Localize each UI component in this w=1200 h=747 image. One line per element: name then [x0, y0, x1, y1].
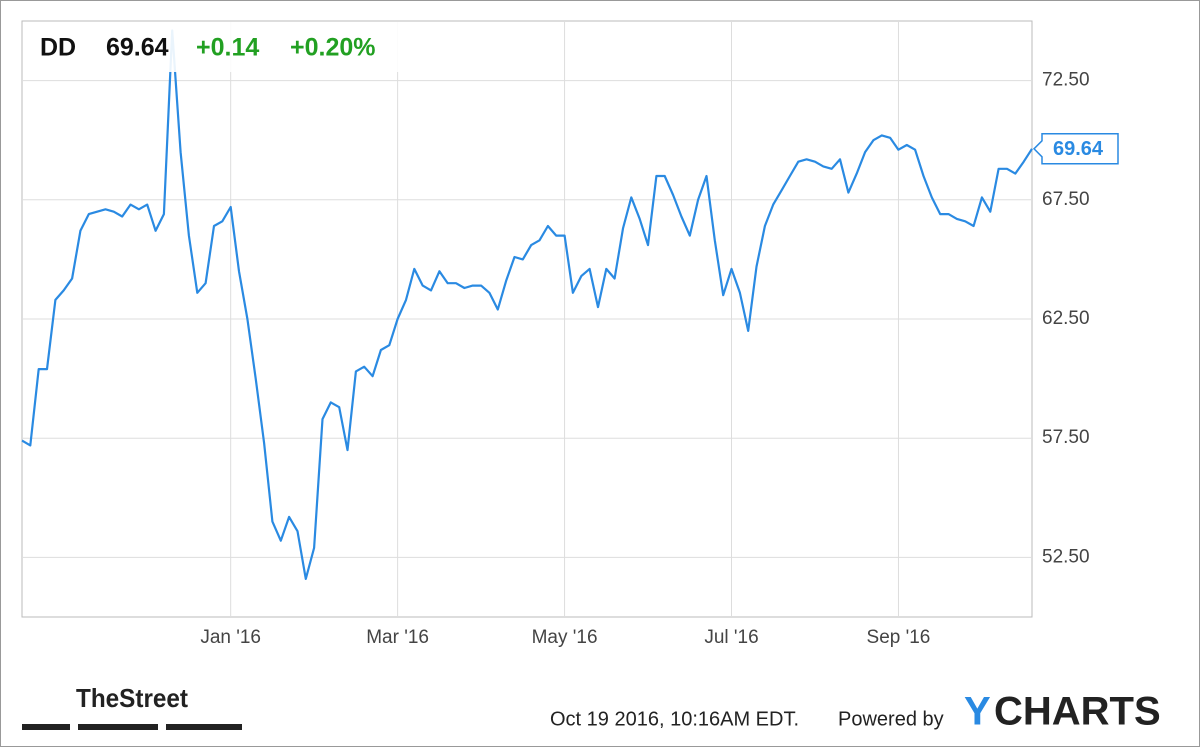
- powered-by: Powered by: [838, 708, 944, 730]
- logo-bar: [166, 724, 242, 730]
- y-tick-label: 72.50: [1042, 70, 1090, 91]
- last-value-label: 69.64: [1053, 138, 1104, 160]
- source-logo: TheStreet: [76, 683, 188, 713]
- grid: [22, 21, 1032, 617]
- y-tick-label: 52.50: [1042, 546, 1090, 567]
- change: +0.14: [196, 34, 259, 62]
- price-line: [21, 29, 1033, 580]
- change-pct: +0.20%: [290, 34, 376, 62]
- header-box: [23, 22, 415, 72]
- price: 69.64: [106, 34, 169, 62]
- x-tick-label: May '16: [532, 627, 598, 648]
- brand-rest: CHARTS: [994, 690, 1161, 734]
- y-tick-label: 67.50: [1042, 189, 1090, 210]
- brand-y: Y: [964, 690, 991, 734]
- x-tick-label: Mar '16: [366, 627, 429, 648]
- ticker: DD: [40, 34, 76, 62]
- y-tick-label: 57.50: [1042, 427, 1090, 448]
- last-value-callout: [1032, 133, 1119, 165]
- logo-bar: [78, 724, 158, 730]
- x-tick-label: Jan '16: [200, 627, 261, 648]
- x-tick-label: Jul '16: [704, 627, 758, 648]
- logo-bar: [22, 724, 70, 730]
- x-tick-label: Sep '16: [867, 627, 931, 648]
- y-tick-label: 62.50: [1042, 308, 1090, 329]
- timestamp: Oct 19 2016, 10:16AM EDT.: [550, 708, 799, 730]
- lines: [21, 29, 1033, 580]
